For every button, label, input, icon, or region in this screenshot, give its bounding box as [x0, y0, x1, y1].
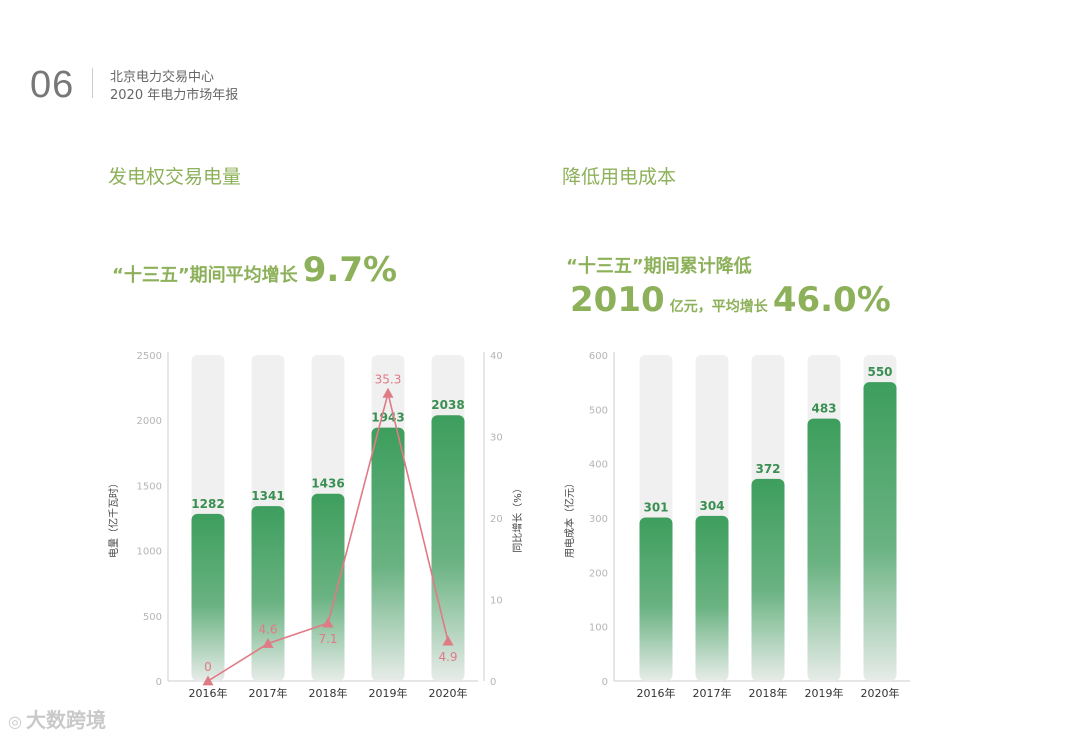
right-highlight-value1: 2010	[570, 280, 665, 320]
y-tick-label: 1500	[137, 481, 162, 492]
right-highlight-line2: 2010 亿元，平均增长 46.0%	[570, 280, 891, 320]
growth-value-label: 4.9	[438, 650, 457, 664]
y-tick-label: 300	[589, 514, 608, 525]
bar	[751, 478, 785, 681]
left-highlight-text: “十三五”期间平均增长	[112, 265, 298, 286]
y-tick-label: 0	[602, 677, 608, 688]
left-highlight-value: 9.7%	[302, 250, 398, 290]
x-tick-label: 2017年	[693, 686, 732, 700]
x-tick-label: 2017年	[249, 686, 288, 700]
bar-value-label: 304	[699, 499, 724, 513]
y-tick-label: 2000	[137, 416, 162, 427]
y-axis-label: 电量（亿千瓦时）	[107, 478, 120, 558]
bar-value-label: 1282	[191, 497, 224, 511]
bar-value-label: 301	[643, 500, 668, 514]
x-tick-label: 2019年	[369, 686, 408, 700]
bar	[695, 515, 729, 681]
growth-point	[442, 635, 454, 646]
y-axis-label: 用电成本（亿元）	[563, 478, 576, 558]
bar-value-label: 2038	[431, 398, 464, 412]
x-tick-label: 2016年	[189, 686, 228, 700]
bar	[639, 517, 673, 681]
right-section-title: 降低用电成本	[562, 166, 677, 188]
bar-value-label: 550	[867, 365, 892, 379]
y-tick-label: 1000	[137, 547, 162, 558]
bar	[807, 418, 841, 681]
growth-point	[262, 638, 274, 648]
y-tick-label: 200	[589, 568, 608, 579]
y2-tick-label: 0	[490, 677, 496, 688]
bar	[371, 427, 405, 681]
x-tick-label: 2018年	[309, 686, 348, 700]
y2-tick-label: 10	[490, 596, 503, 607]
bar-value-label: 483	[811, 402, 836, 416]
y2-axis-label: 同比增长（%）	[511, 483, 524, 553]
bar-value-label: 1341	[251, 489, 284, 503]
x-tick-label: 2016年	[637, 686, 676, 700]
right-highlight-line1: “十三五”期间累计降低	[566, 252, 752, 278]
logo-icon: ◎	[8, 712, 22, 731]
y2-tick-label: 30	[490, 433, 503, 444]
cost-reduction-chart: 0 100 200 300 400 500 600 用电成本（亿元） 301 2016年 304 20…	[563, 351, 910, 700]
y-tick-label: 500	[589, 405, 608, 416]
y-tick-label: 2500	[137, 351, 162, 362]
growth-point	[202, 675, 214, 686]
watermark-text: 大数跨境	[25, 708, 106, 732]
x-tick-label: 2020年	[861, 686, 900, 700]
bar-value-label: 372	[755, 462, 780, 476]
bar-value-label: 1436	[311, 477, 344, 491]
y2-tick-label: 20	[490, 514, 503, 525]
growth-value-label: 35.3	[375, 372, 402, 386]
watermark: ◎ 大数跨境	[8, 704, 106, 733]
right-highlight-value2: 46.0%	[772, 280, 891, 320]
growth-point	[382, 387, 394, 398]
right-highlight-text: “十三五”期间累计降低	[566, 256, 752, 277]
y-tick-label: 600	[589, 351, 608, 362]
y-tick-label: 0	[156, 677, 162, 688]
growth-value-label: 0	[204, 660, 212, 674]
bar	[191, 513, 225, 681]
x-tick-label: 2019年	[805, 686, 844, 700]
x-tick-label: 2020年	[429, 686, 468, 700]
y-tick-label: 100	[589, 623, 608, 634]
y-tick-label: 500	[143, 612, 162, 623]
report-organization: 北京电力交易中心	[110, 70, 215, 85]
bar	[431, 415, 465, 681]
bar	[251, 506, 285, 681]
growth-value-label: 4.6	[258, 623, 277, 637]
left-highlight: “十三五”期间平均增长 9.7%	[112, 250, 397, 290]
growth-point	[322, 617, 334, 628]
page-number: 06	[30, 64, 75, 106]
report-title: 2020 年电力市场年报	[110, 88, 239, 103]
y-tick-label: 400	[589, 460, 608, 471]
header-divider	[92, 68, 93, 98]
right-highlight-mid: 亿元，平均增长	[669, 299, 768, 315]
bar	[311, 493, 345, 681]
y2-tick-label: 40	[490, 351, 503, 362]
bar	[863, 382, 897, 681]
bar-value-label: 1943	[371, 411, 404, 425]
left-section-title: 发电权交易电量	[108, 166, 242, 188]
x-tick-label: 2018年	[749, 686, 788, 700]
growth-value-label: 7.1	[318, 632, 337, 646]
